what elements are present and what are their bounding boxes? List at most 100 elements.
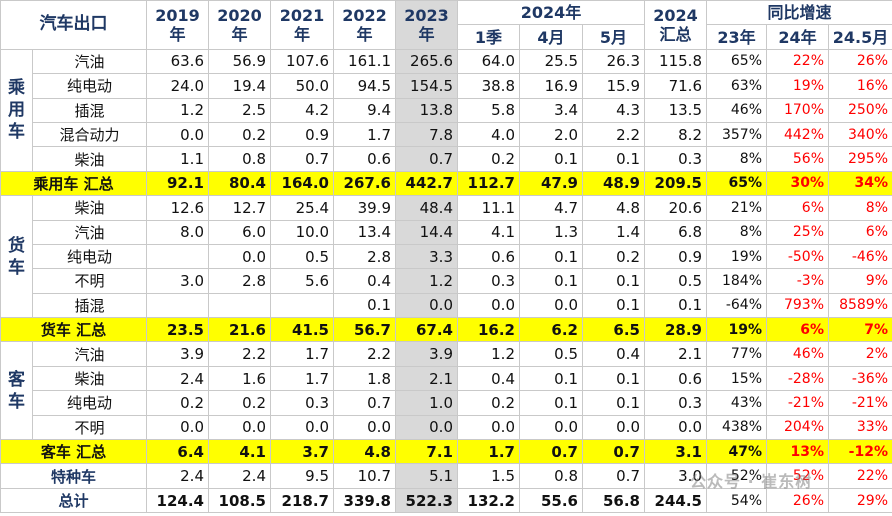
value-cell: 28.9 (644, 317, 707, 343)
value-cell: 8.2 (644, 121, 707, 148)
value-cell: 80.4 (208, 170, 271, 197)
growth-245-header: 24.5月 (828, 24, 892, 50)
value-cell: 20.6 (644, 195, 707, 221)
value-cell: 0.1 (519, 365, 583, 392)
value-cell: 2.1 (644, 341, 707, 367)
growth-cell: 52% (706, 463, 767, 489)
table-row: 纯电动 0.2 0.2 0.3 0.7 1.0 0.2 0.1 0.1 0.3 43% -21% -21… (1, 390, 892, 416)
value-cell: 0.1 (519, 146, 583, 172)
value-cell: 0.0 (270, 414, 334, 441)
value-cell: 0.1 (644, 292, 707, 319)
growth-cell: 295% (828, 146, 892, 172)
value-cell: 56.8 (582, 487, 645, 514)
growth-cell: 8% (828, 195, 892, 221)
value-cell: 21.6 (208, 317, 271, 343)
value-cell: 1.7 (270, 365, 334, 392)
growth-cell: 46% (766, 341, 829, 367)
year-2021: 2021 年 (270, 0, 334, 50)
row-label: 货车 汇总 (0, 317, 147, 343)
growth-cell: 33% (828, 414, 892, 441)
value-cell: 1.2 (146, 97, 209, 123)
value-cell: 71.6 (644, 73, 707, 99)
value-cell: 3.7 (270, 439, 334, 465)
table-row: 乘用车 汇总 92.1 80.4 164.0 267.6 442.7 112.7 47.9 48… (0, 170, 892, 197)
growth-cell: 357% (706, 121, 767, 148)
value-cell: 0.0 (644, 414, 707, 441)
group-label: 货 车 (0, 195, 33, 319)
value-cell: 0.5 (644, 268, 707, 294)
watermark: 公众号 · 崔东树 (690, 472, 813, 491)
growth-cell: 204% (766, 414, 829, 441)
value-cell: 4.0 (457, 121, 520, 148)
value-cell: 47.9 (519, 170, 583, 197)
growth-cell: -28% (766, 365, 829, 392)
value-cell: 12.6 (146, 195, 209, 221)
year-2022: 2022 年 (333, 0, 396, 50)
may-header: 5月 (582, 24, 645, 50)
growth-cell: 438% (706, 414, 767, 441)
growth-cell: 170% (766, 97, 829, 123)
value-cell: 3.0 (146, 268, 209, 294)
growth-cell: 6% (766, 317, 829, 343)
value-cell: 5.1 (395, 463, 458, 489)
growth-cell: 52% (766, 463, 829, 489)
growth-cell: 54% (706, 487, 767, 514)
growth-cell: 56% (766, 146, 829, 172)
value-cell: 3.4 (519, 97, 583, 123)
growth-cell: 29% (828, 487, 892, 514)
value-cell: 25.5 (519, 48, 583, 75)
growth-cell: 250% (828, 97, 892, 123)
value-cell: 0.3 (644, 146, 707, 172)
row-label: 总计 (0, 487, 147, 514)
value-cell: 11.1 (457, 195, 520, 221)
value-cell: 0.1 (519, 243, 583, 270)
value-cell: 265.6 (395, 48, 458, 75)
growth-cell: 46% (706, 97, 767, 123)
row-label: 汽油 (32, 341, 147, 367)
value-cell: 0.0 (457, 292, 520, 319)
value-cell: 0.4 (457, 365, 520, 392)
group-label: 客 车 (0, 341, 33, 441)
value-cell: 15.9 (582, 73, 645, 99)
table-row: 不明 0.0 0.0 0.0 0.0 0.0 0.0 0.0 0.0 0.0 438% 204% 33% (1, 414, 892, 441)
value-cell: 94.5 (333, 73, 396, 99)
value-cell: 0.1 (519, 268, 583, 294)
growth-cell: 65% (706, 170, 767, 197)
table-row: 不明 3.0 2.8 5.6 0.4 1.2 0.3 0.1 0.1 0.5 184% -3% 9% (1, 268, 892, 294)
growth-cell: 19% (706, 317, 767, 343)
table-title: 汽车出口 (0, 0, 147, 50)
value-cell: 4.3 (582, 97, 645, 123)
value-cell: 0.1 (582, 365, 645, 392)
value-cell: 2.4 (208, 463, 271, 489)
year-2020: 2020 年 (208, 0, 271, 50)
growth-cell: -50% (766, 243, 829, 270)
value-cell: 0.6 (333, 146, 396, 172)
value-cell: 0.8 (519, 463, 583, 489)
table-row: 混合动力 0.0 0.2 0.9 1.7 7.8 4.0 2.0 2.2 8.2 357% 442% 3… (1, 121, 892, 148)
growth-cell: 6% (828, 219, 892, 245)
value-cell: 0.9 (644, 243, 707, 270)
value-cell: 6.2 (519, 317, 583, 343)
growth-cell: 340% (828, 121, 892, 148)
value-cell: 0.1 (333, 292, 396, 319)
growth-cell: 442% (766, 121, 829, 148)
row-label: 乘用车 汇总 (0, 170, 147, 197)
value-cell: 64.0 (457, 48, 520, 75)
value-cell: 107.6 (270, 48, 334, 75)
value-cell: 0.8 (208, 146, 271, 172)
row-label: 纯电动 (32, 243, 147, 270)
value-cell: 0.7 (395, 146, 458, 172)
row-label: 不明 (32, 414, 147, 441)
value-cell (270, 292, 334, 319)
growth-cell: 7% (828, 317, 892, 343)
value-cell: 0.6 (457, 243, 520, 270)
value-cell: 4.8 (582, 195, 645, 221)
value-cell: 24.0 (146, 73, 209, 99)
growth-header: 同比增速 (706, 0, 892, 26)
value-cell: 0.0 (146, 414, 209, 441)
value-cell: 2.2 (333, 341, 396, 367)
value-cell: 1.8 (333, 365, 396, 392)
row-label: 客车 汇总 (0, 439, 147, 465)
value-cell (146, 243, 209, 270)
value-cell: 1.0 (395, 390, 458, 416)
